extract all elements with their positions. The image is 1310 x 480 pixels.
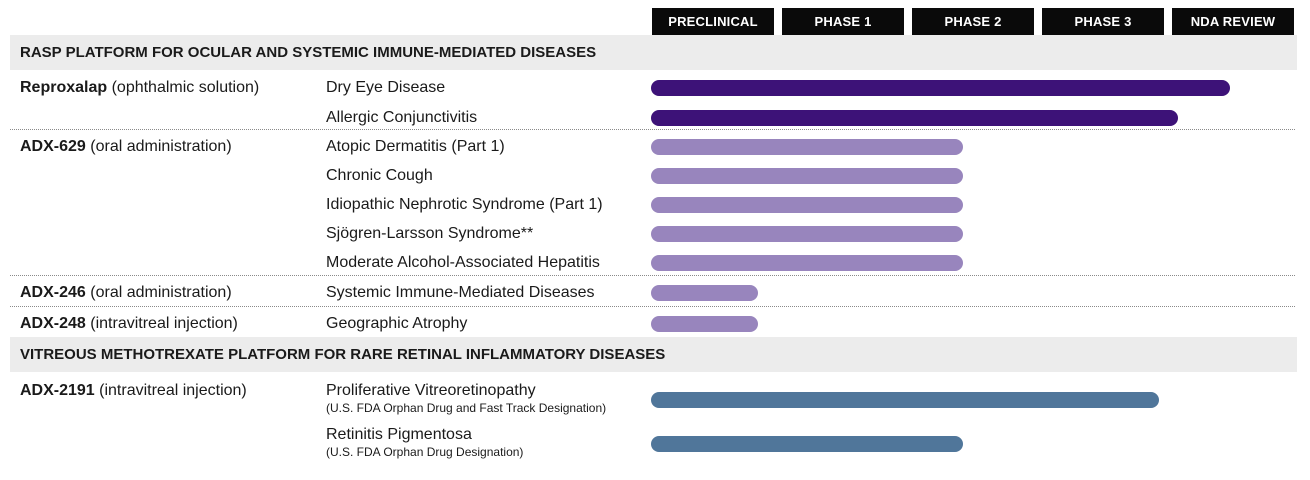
indication-name: Geographic Atrophy (326, 315, 468, 332)
program-name: ADX-629 (20, 138, 86, 155)
program-route: (oral administration) (85, 138, 232, 155)
indication-name: Chronic Cough (326, 167, 433, 184)
indication-name: Proliferative Vitreoretinopathy (326, 382, 536, 399)
designation-note: (U.S. FDA Orphan Drug and Fast Track Des… (326, 401, 607, 415)
program-label: ADX-629 (oral administration) (20, 137, 232, 157)
program-label: ADX-246 (oral administration) (20, 283, 232, 303)
program-name: ADX-248 (20, 315, 86, 332)
program-route: (intravitreal injection) (85, 315, 238, 332)
phase-header-2: PHASE 1 (782, 8, 904, 35)
indication-name: Allergic Conjunctivitis (326, 109, 478, 126)
program-route: (ophthalmic solution) (107, 79, 260, 96)
platform-section-header: RASP PLATFORM FOR OCULAR AND SYSTEMIC IM… (10, 35, 1297, 70)
progress-bar (651, 168, 963, 184)
progress-bar (651, 316, 758, 332)
phase-header-1: PRECLINICAL (652, 8, 774, 35)
indication-label: Allergic Conjunctivitis (326, 108, 477, 128)
indication-label: Sjögren-Larsson Syndrome** (326, 224, 533, 244)
phase-header-4: PHASE 3 (1042, 8, 1164, 35)
progress-bar (651, 436, 963, 452)
indication-label: Dry Eye Disease (326, 78, 445, 98)
indication-label: Moderate Alcohol-Associated Hepatitis (326, 253, 600, 273)
indication-label: Systemic Immune-Mediated Diseases (326, 283, 595, 303)
indication-name: Dry Eye Disease (326, 79, 446, 96)
phase-header-5: NDA REVIEW (1172, 8, 1294, 35)
phase-header-3: PHASE 2 (912, 8, 1034, 35)
indication-label: Geographic Atrophy (326, 314, 467, 334)
indication-label: Proliferative Vitreoretinopathy (U.S. FDA… (326, 381, 606, 415)
program-label: ADX-248 (intravitreal injection) (20, 314, 238, 334)
row-divider (10, 275, 1295, 276)
row-divider (10, 129, 1295, 130)
indication-name: Moderate Alcohol-Associated Hepatitis (326, 254, 600, 271)
program-route: (oral administration) (85, 284, 232, 301)
indication-label: Chronic Cough (326, 166, 433, 186)
designation-note: (U.S. FDA Orphan Drug Designation) (326, 445, 524, 459)
indication-name: Idiopathic Nephrotic Syndrome (Part 1) (326, 196, 603, 213)
progress-bar (651, 197, 963, 213)
progress-bar (651, 80, 1230, 96)
progress-bar (651, 392, 1159, 408)
program-name: ADX-2191 (20, 382, 95, 399)
program-label: ADX-2191 (intravitreal injection) (20, 381, 247, 401)
progress-bar (651, 226, 963, 242)
row-divider (10, 306, 1295, 307)
indication-name: Systemic Immune-Mediated Diseases (326, 284, 595, 301)
program-route: (intravitreal injection) (94, 382, 247, 399)
progress-bar (651, 110, 1178, 126)
platform-section-header: VITREOUS METHOTREXATE PLATFORM FOR RARE … (10, 337, 1297, 372)
program-name: Reproxalap (20, 79, 108, 96)
indication-name: Atopic Dermatitis (Part 1) (326, 138, 505, 155)
indication-name: Retinitis Pigmentosa (326, 426, 472, 443)
progress-bar (651, 255, 963, 271)
program-name: ADX-246 (20, 284, 86, 301)
indication-label: Atopic Dermatitis (Part 1) (326, 137, 505, 157)
progress-bar (651, 285, 758, 301)
indication-label: Idiopathic Nephrotic Syndrome (Part 1) (326, 195, 603, 215)
indication-name: Sjögren-Larsson Syndrome** (326, 225, 534, 242)
progress-bar (651, 139, 963, 155)
indication-label: Retinitis Pigmentosa (U.S. FDA Orphan Dru… (326, 425, 523, 459)
program-label: Reproxalap (ophthalmic solution) (20, 78, 259, 98)
